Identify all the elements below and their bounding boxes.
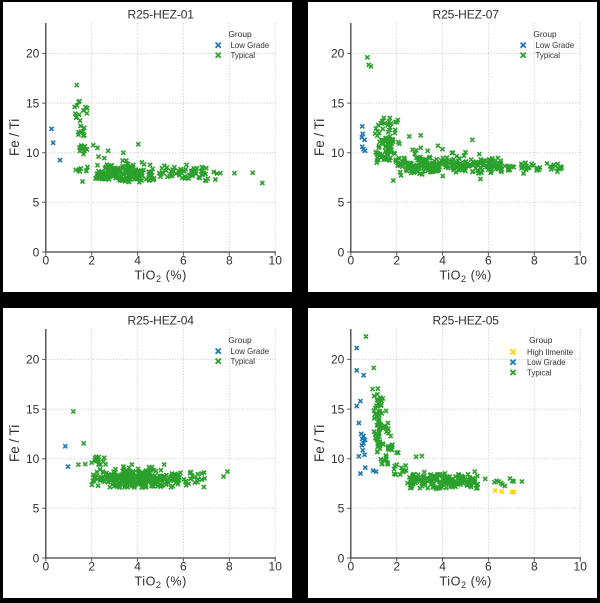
svg-text:Low Grade: Low Grade — [231, 347, 270, 356]
svg-text:TiO2 (%): TiO2 (%) — [440, 575, 492, 591]
svg-text:8: 8 — [531, 560, 538, 574]
svg-text:0: 0 — [338, 245, 345, 259]
svg-text:R25-HEZ-07: R25-HEZ-07 — [433, 8, 500, 22]
svg-text:20: 20 — [331, 353, 345, 367]
svg-text:R25-HEZ-04: R25-HEZ-04 — [128, 314, 195, 328]
svg-text:15: 15 — [331, 402, 345, 416]
svg-text:0: 0 — [347, 254, 354, 268]
svg-text:10: 10 — [269, 254, 283, 268]
svg-text:6: 6 — [180, 560, 187, 574]
svg-text:5: 5 — [338, 502, 345, 516]
svg-text:Group: Group — [533, 29, 557, 39]
svg-text:Typical: Typical — [231, 357, 256, 366]
svg-text:Group: Group — [529, 335, 553, 345]
svg-text:0: 0 — [33, 245, 40, 259]
svg-text:20: 20 — [26, 353, 40, 367]
svg-text:0: 0 — [42, 560, 49, 574]
svg-text:10: 10 — [26, 452, 40, 466]
svg-text:15: 15 — [26, 402, 40, 416]
svg-text:Low Grade: Low Grade — [527, 358, 566, 367]
svg-text:4: 4 — [439, 560, 446, 574]
svg-text:5: 5 — [33, 502, 40, 516]
svg-text:High Ilmenite: High Ilmenite — [527, 348, 574, 357]
svg-text:0: 0 — [33, 551, 40, 565]
svg-text:R25-HEZ-01: R25-HEZ-01 — [128, 8, 195, 22]
svg-text:Low Grade: Low Grade — [536, 41, 575, 50]
svg-text:0: 0 — [42, 254, 49, 268]
svg-text:10: 10 — [26, 146, 40, 160]
svg-text:6: 6 — [485, 560, 492, 574]
svg-text:2: 2 — [393, 560, 400, 574]
svg-text:10: 10 — [574, 254, 588, 268]
svg-text:Typical: Typical — [231, 51, 256, 60]
svg-text:0: 0 — [338, 551, 345, 565]
svg-text:TiO2 (%): TiO2 (%) — [440, 269, 492, 285]
svg-text:10: 10 — [331, 146, 345, 160]
svg-text:10: 10 — [574, 560, 588, 574]
svg-text:10: 10 — [331, 452, 345, 466]
svg-text:8: 8 — [226, 560, 233, 574]
svg-text:Fe / Ti: Fe / Ti — [312, 119, 327, 156]
svg-text:TiO2 (%): TiO2 (%) — [135, 269, 187, 285]
svg-text:5: 5 — [33, 196, 40, 210]
svg-text:Fe / Ti: Fe / Ti — [7, 425, 22, 462]
svg-text:2: 2 — [88, 560, 95, 574]
svg-text:4: 4 — [134, 254, 141, 268]
svg-text:Low Grade: Low Grade — [231, 41, 270, 50]
svg-text:15: 15 — [26, 96, 40, 110]
svg-text:TiO2 (%): TiO2 (%) — [135, 575, 187, 591]
svg-text:Typical: Typical — [536, 51, 561, 60]
svg-text:4: 4 — [439, 254, 446, 268]
svg-text:Fe / Ti: Fe / Ti — [312, 425, 327, 462]
svg-text:8: 8 — [531, 254, 538, 268]
svg-text:6: 6 — [485, 254, 492, 268]
svg-text:4: 4 — [134, 560, 141, 574]
svg-text:20: 20 — [26, 47, 40, 61]
svg-text:10: 10 — [269, 560, 283, 574]
svg-text:Group: Group — [228, 29, 252, 39]
svg-text:R25-HEZ-05: R25-HEZ-05 — [433, 314, 500, 328]
svg-text:0: 0 — [347, 560, 354, 574]
svg-text:Group: Group — [228, 335, 252, 345]
svg-text:20: 20 — [331, 47, 345, 61]
svg-text:15: 15 — [331, 96, 345, 110]
svg-text:8: 8 — [226, 254, 233, 268]
svg-text:2: 2 — [393, 254, 400, 268]
svg-text:Fe / Ti: Fe / Ti — [7, 119, 22, 156]
svg-text:5: 5 — [338, 196, 345, 210]
svg-text:2: 2 — [88, 254, 95, 268]
svg-text:Typical: Typical — [527, 368, 552, 377]
svg-text:6: 6 — [180, 254, 187, 268]
